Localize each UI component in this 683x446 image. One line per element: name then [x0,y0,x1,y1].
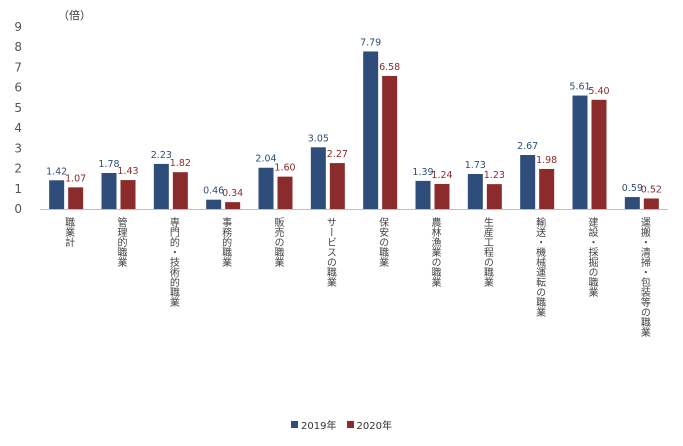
legend-item-2019: 2019年 [291,417,337,432]
x-category-label: 専門的・技術的職業 [167,217,179,308]
data-label: 1.78 [98,159,119,170]
x-category-label: 輸送・機械運転の職業 [534,216,546,318]
x-category-label: 運搬・清掃・包装等の職業 [638,217,650,338]
bar-2019 [415,180,431,209]
x-category-label: 販売の職業 [272,217,284,268]
data-label: 5.40 [588,86,609,97]
legend-label-2020: 2020年 [356,420,392,432]
y-tick-label: 2 [14,162,22,176]
bar-2020 [382,75,398,209]
legend-swatch-2020 [346,420,354,428]
data-label: 0.52 [641,184,662,195]
bar-2020 [329,163,345,209]
x-category-label: 農林漁業の職業 [429,216,441,288]
bar-2019 [363,51,379,209]
legend: 2019年 2020年 [0,416,683,432]
bar-2019 [101,173,117,209]
bar-2019 [153,163,169,209]
bar-2019 [49,180,65,209]
bar-2019 [206,199,222,209]
data-label: 6.58 [379,62,400,73]
bar-2019 [624,197,640,209]
y-tick-label: 3 [14,141,22,155]
legend-label-2019: 2019年 [301,420,337,432]
bar-2019 [467,174,483,209]
x-category-label: サービスの職業 [324,217,336,288]
bar-2020 [539,168,555,209]
y-tick-label: 4 [14,121,22,135]
x-category-label: 管理的職業 [115,216,127,268]
data-label: 5.61 [569,82,590,93]
bar-2019 [520,155,536,209]
data-label: 0.59 [622,183,643,194]
data-label: 2.27 [327,149,348,160]
data-label: 1.42 [46,166,67,177]
bar-2019 [572,95,588,209]
x-category-label: 職業計 [63,217,75,248]
bar-2020 [643,198,659,209]
data-label: 3.05 [308,133,329,144]
bar-2020 [172,172,188,209]
bar-2020 [277,176,293,209]
y-tick-label: 6 [14,81,22,95]
bar-2020 [591,99,607,209]
data-label: 1.98 [536,155,557,166]
y-tick-label: 9 [14,20,22,34]
data-label: 1.73 [465,160,486,171]
data-label: 2.23 [151,150,172,161]
data-label: 0.46 [203,186,224,197]
data-label: 7.79 [360,37,381,48]
data-label: 1.39 [412,167,433,178]
x-category-label: 保安の職業 [377,216,389,268]
bar-2020 [434,183,450,209]
bar-2020 [68,187,84,209]
x-category-label: 生産工程の職業 [481,216,493,288]
bar-2020 [486,184,502,209]
data-label: 0.34 [222,188,243,199]
bar-2019 [258,167,274,209]
data-label: 1.60 [274,163,295,174]
legend-swatch-2019 [291,420,299,428]
legend-item-2020: 2020年 [346,417,392,432]
x-category-label: 建設・採掘の職業 [586,216,598,298]
data-label: 2.04 [255,154,276,165]
y-tick-label: 1 [14,182,22,196]
y-tick-label: 5 [14,101,22,115]
data-label: 1.82 [170,158,191,169]
data-label: 1.43 [117,166,138,177]
y-tick-label: 7 [14,60,22,74]
data-label: 1.24 [431,170,452,181]
y-tick-label: 8 [14,40,22,54]
y-tick-label: 0 [14,202,22,216]
data-label: 1.23 [484,170,505,181]
bar-2019 [310,147,326,209]
x-category-label: 事務的職業 [220,216,232,268]
y-unit-label: （倍） [58,8,91,22]
bar-2020 [120,180,136,209]
bar-2020 [225,202,241,209]
data-label: 2.67 [517,141,538,152]
data-label: 1.07 [65,173,86,184]
